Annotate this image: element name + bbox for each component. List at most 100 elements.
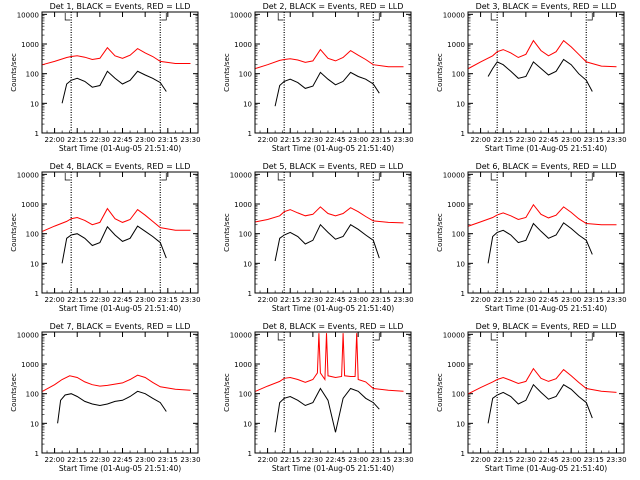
y-tick-label: 1 [461,130,465,138]
y-tick-label: 10000 [443,171,465,179]
x-tick-label: 23:00 [561,456,581,464]
x-tick-label: 22:15 [493,296,513,304]
y-axis-label: Counts/sec [10,53,18,92]
x-tick-label: 22:15 [280,136,300,144]
interval-marker [277,173,284,181]
chart-panel-8: Det 8, BLACK = Events, RED = LLD 1 10 100 10… [223,322,414,473]
events-line [487,222,593,264]
x-tick-label: 23:00 [561,136,581,144]
chart-title: Det 7, BLACK = Events, RED = LLD [50,322,191,331]
x-tick-label: 22:00 [44,296,64,304]
x-tick-label: 22:30 [90,296,110,304]
interval-marker [490,173,497,181]
y-tick-label: 1000 [447,361,465,369]
chart-panel-1: Det 1, BLACK = Events, RED = LLD 1 10 100 10… [10,2,201,153]
lld-line [42,207,191,232]
chart-panel-2: Det 2, BLACK = Events, RED = LLD 1 10 100 10… [223,2,414,153]
x-tick-label: 23:00 [348,136,368,144]
interval-marker [277,333,284,341]
x-tick-label: 22:00 [470,456,490,464]
y-axis-label: Counts/sec [223,53,231,92]
x-tick-label: 22:45 [538,296,558,304]
y-tick-label: 10000 [17,11,39,19]
x-tick-label: 22:15 [280,456,300,464]
x-tick-label: 23:30 [393,136,413,144]
y-tick-label: 1000 [21,41,39,49]
y-tick-label: 100 [239,391,252,399]
x-tick-label: 22:45 [325,136,345,144]
plot-frame [467,331,625,454]
x-tick-label: 22:00 [257,296,277,304]
interval-marker [374,13,380,21]
lld-line [255,206,404,224]
x-tick-label: 22:30 [516,136,536,144]
y-tick-label: 100 [26,71,39,79]
y-tick-label: 10000 [230,331,252,339]
y-tick-label: 1000 [21,361,39,369]
y-tick-label: 1 [35,450,39,458]
plot-frame [467,11,625,134]
x-tick-label: 22:00 [470,136,490,144]
y-tick-label: 10 [30,100,39,108]
events-line [57,390,167,424]
chart-panel-4: Det 4, BLACK = Events, RED = LLD 1 10 100 10… [10,162,201,313]
x-tick-label: 22:00 [470,296,490,304]
interval-marker [374,173,380,181]
x-tick-label: 23:15 [371,296,391,304]
y-axis-label: Counts/sec [436,213,444,252]
y-tick-label: 10 [456,260,465,268]
y-tick-label: 100 [452,71,465,79]
events-line [487,58,593,92]
y-tick-label: 100 [239,231,252,239]
x-tick-label: 23:00 [348,296,368,304]
chart-title: Det 2, BLACK = Events, RED = LLD [263,2,404,11]
events-line [61,225,167,264]
chart-title: Det 6, BLACK = Events, RED = LLD [476,162,617,171]
x-tick-label: 23:15 [584,296,604,304]
x-tick-label: 23:30 [606,296,626,304]
x-axis-label: Start Time (01-Aug-05 21:51:40) [272,304,394,313]
x-tick-label: 22:15 [493,456,513,464]
x-tick-label: 22:15 [67,296,87,304]
lld-line [255,333,404,392]
x-axis-label: Start Time (01-Aug-05 21:51:40) [272,144,394,153]
y-tick-label: 1 [248,290,252,298]
y-tick-label: 10 [456,100,465,108]
x-tick-label: 22:30 [303,296,323,304]
events-line [487,383,593,424]
y-tick-label: 1 [35,290,39,298]
interval-marker [64,13,71,21]
y-tick-label: 1000 [447,201,465,209]
x-tick-label: 22:15 [493,136,513,144]
interval-marker [277,13,284,21]
x-tick-label: 23:15 [584,456,604,464]
y-tick-label: 10000 [443,11,465,19]
lld-line [468,203,617,227]
x-tick-label: 22:30 [516,456,536,464]
x-tick-label: 22:45 [325,296,345,304]
y-tick-label: 10 [456,420,465,428]
lld-line [42,374,191,392]
y-tick-label: 100 [26,391,39,399]
x-tick-label: 23:15 [158,296,178,304]
x-tick-label: 22:30 [516,296,536,304]
x-tick-label: 22:00 [44,456,64,464]
plot-frame [41,11,199,134]
x-tick-label: 23:00 [135,456,155,464]
x-tick-label: 23:00 [135,136,155,144]
y-tick-label: 1 [248,130,252,138]
interval-marker [587,173,593,181]
y-axis-label: Counts/sec [10,213,18,252]
x-axis-label: Start Time (01-Aug-05 21:51:40) [59,464,181,473]
x-axis-label: Start Time (01-Aug-05 21:51:40) [59,144,181,153]
y-tick-label: 100 [452,391,465,399]
y-tick-label: 10 [30,420,39,428]
y-tick-label: 1000 [234,201,252,209]
chart-title: Det 1, BLACK = Events, RED = LLD [50,2,191,11]
chart-panel-9: Det 9, BLACK = Events, RED = LLD 1 10 100 10… [436,322,627,473]
y-tick-label: 1000 [447,41,465,49]
x-tick-label: 22:00 [257,456,277,464]
y-tick-label: 1 [461,450,465,458]
y-tick-label: 10000 [230,11,252,19]
